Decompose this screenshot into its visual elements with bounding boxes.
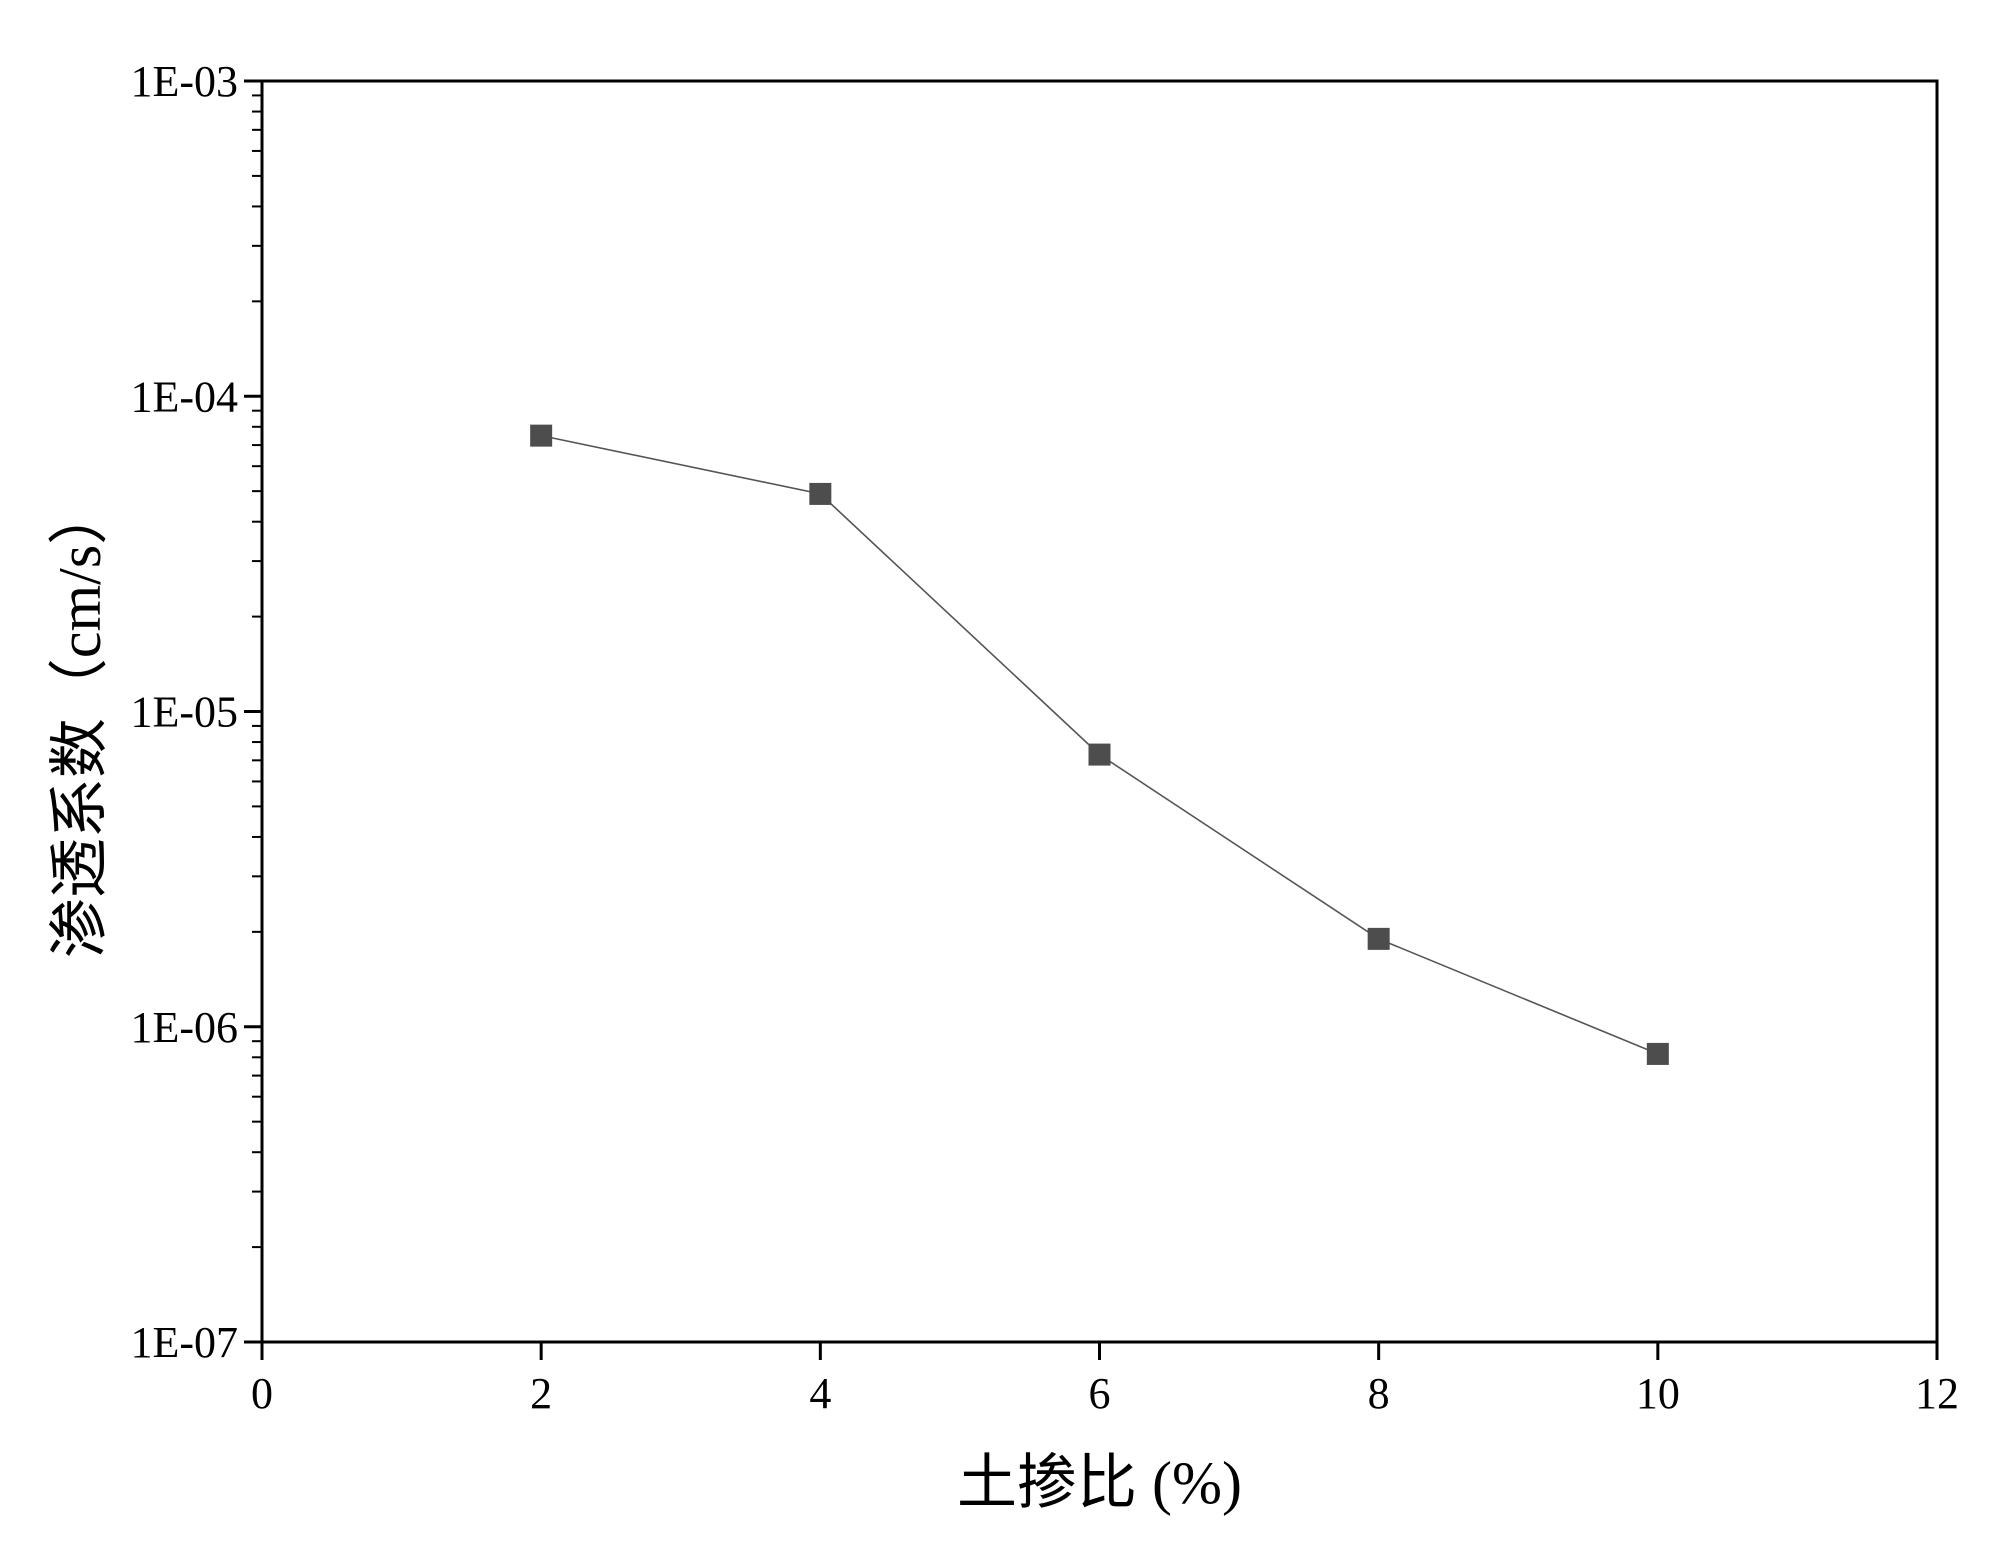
series-layer — [530, 424, 1669, 1065]
y-tick-label: 1E-03 — [130, 57, 238, 106]
plot-frame — [260, 79, 1939, 1344]
data-point — [530, 424, 553, 447]
x-tick-label: 2 — [530, 1369, 552, 1418]
x-tick-label: 6 — [1089, 1369, 1111, 1418]
y-tick-label: 1E-05 — [130, 688, 238, 737]
ticks-layer: 0 2 4 6 8 10 12 1E-07 1E-06 1E-05 1E-04 1E-03 — [130, 57, 1959, 1418]
y-axis-title: 渗透系数（cm/s） — [47, 485, 113, 958]
data-point — [809, 482, 832, 505]
data-point — [1367, 927, 1390, 950]
x-axis-title: 土掺比 (%) — [957, 1450, 1242, 1516]
y-tick-label: 1E-07 — [130, 1318, 238, 1367]
y-tick-label: 1E-06 — [130, 1003, 238, 1052]
x-tick-label: 12 — [1915, 1369, 1959, 1418]
x-tick-label: 8 — [1368, 1369, 1390, 1418]
x-tick-label: 4 — [809, 1369, 831, 1418]
data-point — [1088, 743, 1111, 766]
x-tick-label: 10 — [1636, 1369, 1680, 1418]
y-tick-label: 1E-04 — [130, 372, 238, 421]
data-point — [1646, 1042, 1669, 1065]
x-tick-label: 0 — [251, 1369, 273, 1418]
